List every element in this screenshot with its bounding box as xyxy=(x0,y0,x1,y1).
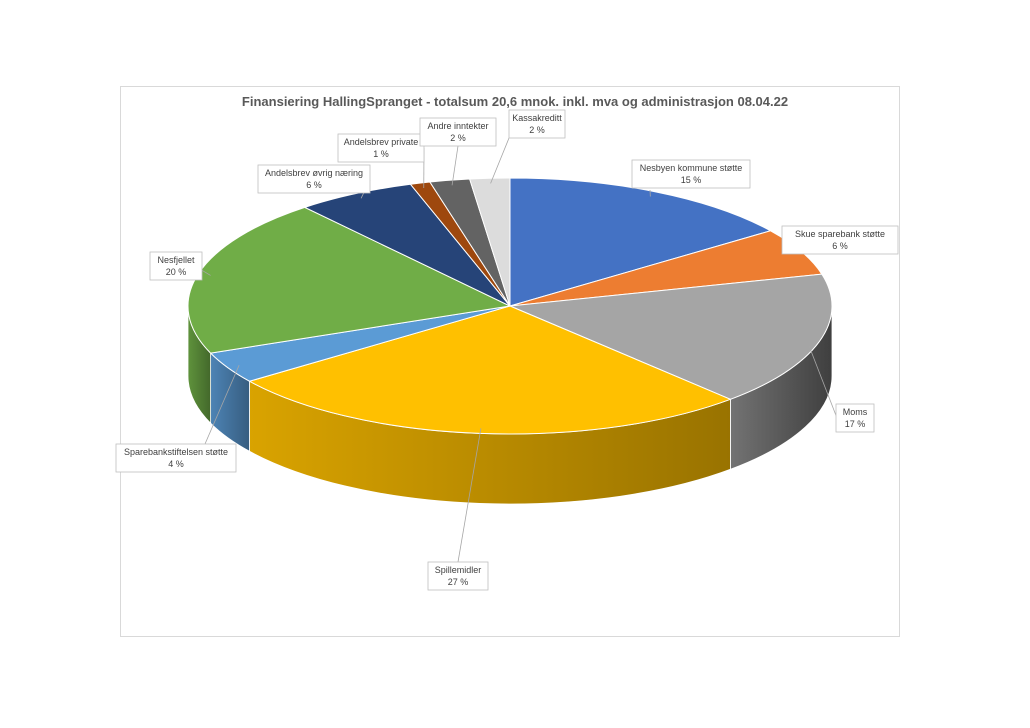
slice-label: Moms xyxy=(843,407,868,417)
pie-sides xyxy=(187,305,833,505)
slice-9 xyxy=(468,177,511,307)
slice-label: Sparebankstiftelsen støtte xyxy=(124,447,228,457)
slice-2 xyxy=(509,273,833,400)
slice-label: Andre inntekter xyxy=(427,121,488,131)
slice-label-box xyxy=(835,403,875,433)
slice-label: Nesbyen kommune støtte xyxy=(640,163,743,173)
slice-value-label: 6 % xyxy=(306,180,322,190)
slice-label-box xyxy=(508,109,566,139)
slice-label-box xyxy=(631,159,751,189)
slice-label: Nesfjellet xyxy=(157,255,195,265)
slice-value-label: 6 % xyxy=(832,241,848,251)
slice-6 xyxy=(303,183,511,307)
slice-label-box xyxy=(257,164,371,194)
slice-label: Kassakreditt xyxy=(512,113,562,123)
leader-line xyxy=(451,145,459,186)
chart-title: Finansiering HallingSpranget - totalsum … xyxy=(241,94,789,109)
slice-value-label: 1 % xyxy=(373,149,389,159)
slice-value-label: 20 % xyxy=(166,267,187,277)
slice-label-box xyxy=(781,225,899,255)
slice-label: Andelsbrev øvrig næring xyxy=(265,168,363,178)
slice-label-box xyxy=(337,133,425,163)
slice-labels: Nesbyen kommune støtte 15 % Skue sparebank… xyxy=(115,109,899,591)
pie-slices xyxy=(187,177,833,435)
slice-value-label: 15 % xyxy=(681,175,702,185)
slice-value-label: 17 % xyxy=(845,419,866,429)
slice-value-label: 4 % xyxy=(168,459,184,469)
slice-label: Andelsbrev private xyxy=(344,137,419,147)
slice-label: Skue sparebank støtte xyxy=(795,229,885,239)
slice-value-label: 2 % xyxy=(529,125,545,135)
slice-0 xyxy=(509,177,772,307)
leader-line xyxy=(457,428,482,563)
leader-line xyxy=(204,365,240,445)
slice-label-box xyxy=(419,117,497,147)
slice-label: Spillemidler xyxy=(435,565,482,575)
leader-line xyxy=(806,340,838,419)
slice-value-label: 2 % xyxy=(450,133,466,143)
slice-value-label: 27 % xyxy=(448,577,469,587)
leader-line xyxy=(490,137,510,184)
slice-label-box xyxy=(149,251,203,281)
slice-label-box xyxy=(115,443,237,473)
slice-label-box xyxy=(427,561,489,591)
